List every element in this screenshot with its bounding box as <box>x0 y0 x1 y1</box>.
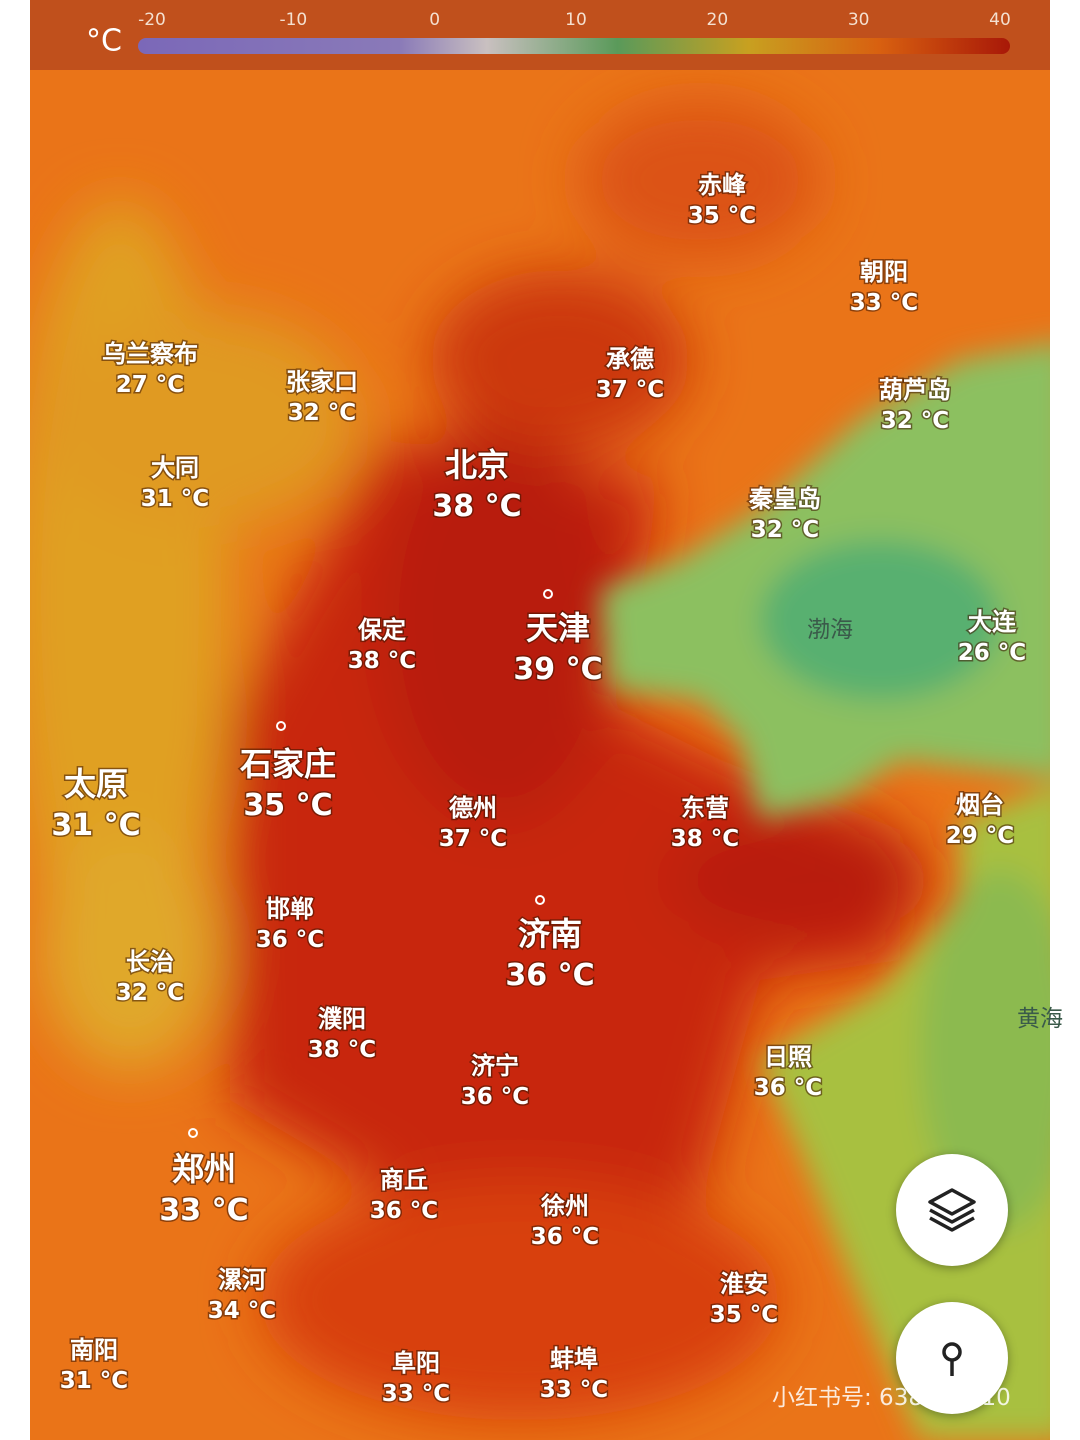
watermark: 小红书号: 638167010 <box>772 1385 1011 1411</box>
color-scale <box>138 38 1010 54</box>
location-icon <box>942 1342 962 1376</box>
legend-tick-label: -10 <box>279 10 307 30</box>
city-temp: 31 °C <box>51 808 140 843</box>
legend-tick-label: 10 <box>565 10 587 30</box>
city-temp: 36 °C <box>505 958 594 993</box>
city-name: 承德 <box>606 345 654 373</box>
location-button[interactable] <box>896 1302 1008 1414</box>
city-temp: 32 °C <box>288 400 356 426</box>
city-temp: 37 °C <box>596 377 664 403</box>
city-name: 乌兰察布 <box>102 340 198 368</box>
city-name: 赤峰 <box>698 171 746 199</box>
city-temp: 39 °C <box>513 652 602 687</box>
city-name: 淮安 <box>720 1270 768 1298</box>
city-dot <box>543 589 553 599</box>
city-temp: 38 °C <box>671 826 739 852</box>
sea-label: 渤海 <box>807 617 853 643</box>
city-name: 阜阳 <box>392 1349 440 1377</box>
city-name: 北京 <box>445 446 509 484</box>
city-name: 张家口 <box>286 368 358 396</box>
legend-tick-label: 30 <box>848 10 870 30</box>
city-temp: 37 °C <box>439 826 507 852</box>
legend-tick-label: 20 <box>707 10 729 30</box>
city-temp: 35 °C <box>688 203 756 229</box>
city-name: 秦皇岛 <box>748 485 821 513</box>
city-name: 大连 <box>968 608 1017 636</box>
city-name: 天津 <box>526 609 590 647</box>
city-name: 邯郸 <box>266 895 314 923</box>
city-name: 济南 <box>518 915 582 953</box>
city-temp: 35 °C <box>243 788 332 823</box>
layers-icon <box>928 1188 976 1232</box>
layers-button[interactable] <box>896 1154 1008 1266</box>
city-name: 朝阳 <box>860 258 908 286</box>
city-temp: 33 °C <box>159 1193 248 1228</box>
city-temp: 33 °C <box>382 1381 450 1407</box>
city-name: 东营 <box>681 794 729 822</box>
city-temp: 32 °C <box>881 408 949 434</box>
legend-bar <box>30 0 1050 70</box>
city-temp: 33 °C <box>540 1377 608 1403</box>
city-temp: 36 °C <box>531 1224 599 1250</box>
city-name: 保定 <box>357 616 406 644</box>
city-temp: 26 °C <box>958 640 1026 666</box>
temperature-layer <box>30 70 1050 1440</box>
city-temp: 38 °C <box>308 1037 376 1063</box>
city-temp: 27 °C <box>116 372 184 398</box>
legend-tick-label: 40 <box>989 10 1011 30</box>
city-temp: 38 °C <box>348 648 416 674</box>
city-dot <box>535 895 545 905</box>
city-temp: 32 °C <box>751 517 819 543</box>
city-temp: 31 °C <box>60 1368 128 1394</box>
city-name: 濮阳 <box>318 1005 366 1033</box>
city-name: 徐州 <box>540 1192 589 1220</box>
city-temp: 36 °C <box>256 927 324 953</box>
city-temp: 35 °C <box>710 1302 778 1328</box>
city-temp: 36 °C <box>370 1198 438 1224</box>
city-name: 德州 <box>449 794 497 822</box>
city-name: 石家庄 <box>239 745 336 783</box>
city-temp: 32 °C <box>116 980 184 1006</box>
city-name: 烟台 <box>956 791 1004 819</box>
city-dot <box>188 1128 198 1138</box>
city-name: 大同 <box>151 454 199 482</box>
city-name: 济宁 <box>471 1052 519 1080</box>
city-name: 蚌埠 <box>550 1345 598 1373</box>
sea-label: 黄海 <box>1017 1006 1063 1032</box>
city-name: 太原 <box>64 765 128 803</box>
city-temp: 34 °C <box>208 1298 276 1324</box>
city-temp: 29 °C <box>946 823 1014 849</box>
city-name: 南阳 <box>70 1336 118 1364</box>
city-name: 郑州 <box>172 1150 236 1188</box>
city-temp: 38 °C <box>432 489 521 524</box>
city-temp: 33 °C <box>850 290 918 316</box>
city-temp: 31 °C <box>141 486 209 512</box>
city-name: 葫芦岛 <box>879 376 951 404</box>
city-temp: 36 °C <box>461 1084 529 1110</box>
city-temp: 36 °C <box>754 1075 822 1101</box>
city-name: 日照 <box>764 1043 812 1071</box>
legend-tick-label: 0 <box>429 10 440 30</box>
legend-tick-label: -20 <box>138 10 166 30</box>
legend-unit: °C <box>86 24 122 59</box>
city-name: 漯河 <box>218 1266 266 1294</box>
city-dot <box>276 721 286 731</box>
city-name: 商丘 <box>380 1166 428 1194</box>
city-name: 长治 <box>126 948 174 976</box>
